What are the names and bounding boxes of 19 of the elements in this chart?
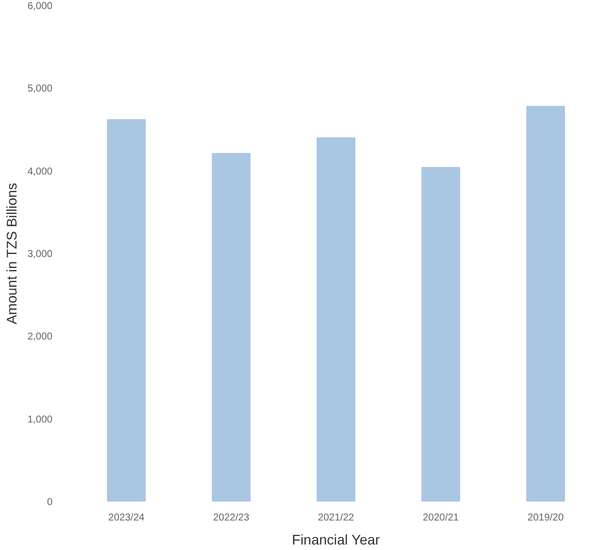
bar: [316, 137, 356, 502]
bar: [107, 119, 146, 502]
x-tick-label: 2020/21: [422, 512, 460, 524]
x-tick-label: 2022/23: [213, 512, 250, 524]
x-tick-label: 2023/24: [108, 512, 145, 524]
y-tick-label: 4,000: [27, 166, 53, 178]
bar: [526, 106, 565, 502]
x-axis-title: Financial Year: [292, 532, 380, 548]
y-tick-label: 6,000: [27, 1, 53, 12]
y-tick-label: 5,000: [27, 84, 53, 95]
bar: [212, 152, 251, 502]
x-tick-label: 2019/20: [528, 512, 564, 524]
y-axis-title: Amount in TZS Billions: [3, 182, 20, 324]
x-tick-label: 2021/22: [318, 512, 355, 524]
bar: [421, 167, 460, 502]
y-tick-label: 0: [46, 497, 53, 508]
y-tick-label: 2,000: [27, 332, 53, 343]
y-tick-label: 3,000: [27, 249, 53, 260]
y-tick-label: 1,000: [27, 414, 53, 426]
